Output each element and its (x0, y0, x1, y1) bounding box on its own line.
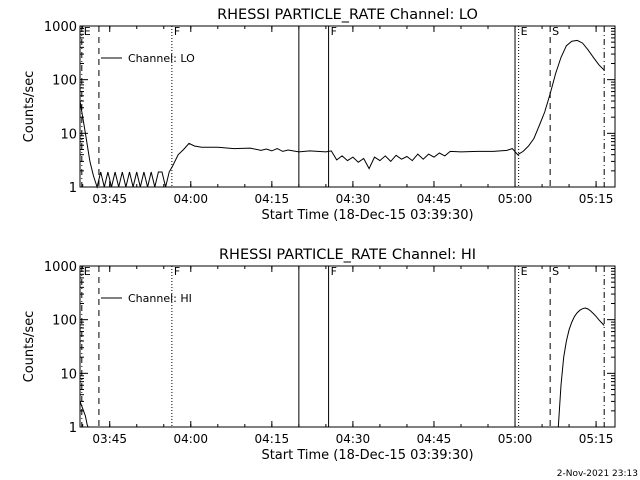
chart-0-marker-label: F (331, 25, 337, 38)
chart-1-x-tick-label: 04:00 (173, 432, 208, 446)
chart-1-y-axis-label: Counts/sec (22, 311, 37, 383)
chart-1-y-tick-label: 1 (69, 421, 77, 436)
chart-1-marker-label: E (84, 265, 91, 278)
chart-1-marker-label: F (174, 265, 180, 278)
chart-0-marker-label: S (552, 25, 559, 38)
chart-0-x-tick-label: 04:45 (417, 192, 452, 206)
chart-0-marker-label: E (84, 25, 91, 38)
chart-1-title: RHESSI PARTICLE_RATE Channel: HI (219, 247, 476, 263)
chart-1-x-tick-label: 04:45 (417, 432, 452, 446)
footer-timestamp: 2-Nov-2021 23:13 (557, 469, 638, 479)
chart-0-marker-label: E (521, 25, 528, 38)
chart-0-x-axis-label: Start Time (18-Dec-15 03:39:30) (261, 208, 473, 223)
chart-1-x-tick-label: 05:00 (498, 432, 533, 446)
chart-0-y-axis-label: Counts/sec (22, 71, 37, 143)
chart-0-y-tick-label: 100 (52, 74, 77, 89)
chart-1-x-tick-label: 04:30 (336, 432, 371, 446)
chart-1-x-tick-label: 03:45 (92, 432, 127, 446)
chart-1-y-tick-label: 100 (52, 314, 77, 329)
chart-0-marker-label: F (174, 25, 180, 38)
chart-1-marker-label: E (521, 265, 528, 278)
chart-0-legend-label: Channel: LO (128, 52, 195, 65)
chart-0-y-tick-label: 1000 (44, 20, 77, 35)
chart-0-series-line (79, 39, 605, 189)
chart-0-x-tick-label: 04:15 (255, 192, 290, 206)
chart-1-x-axis-label: Start Time (18-Dec-15 03:39:30) (261, 448, 473, 463)
chart-1-plot-frame (79, 265, 616, 428)
chart-1-y-tick-label: 1000 (44, 260, 77, 275)
chart-1-legend-label: Channel: HI (128, 292, 192, 305)
chart-0-y-tick-label: 1 (69, 181, 77, 196)
chart-0-x-tick-label: 03:45 (92, 192, 127, 206)
chart-1-x-tick-label: 05:15 (579, 432, 614, 446)
chart-1-marker-label: S (552, 265, 559, 278)
chart-1-x-tick-label: 04:15 (255, 432, 290, 446)
chart-0-x-tick-label: 05:00 (498, 192, 533, 206)
chart-0-x-tick-label: 04:30 (336, 192, 371, 206)
chart-1-marker-label: F (331, 265, 337, 278)
chart-1-series-line (557, 307, 605, 428)
chart-0-title: RHESSI PARTICLE_RATE Channel: LO (217, 7, 478, 23)
chart-0-x-tick-label: 04:00 (173, 192, 208, 206)
chart-1-series-line (79, 401, 89, 428)
chart-0-y-tick-label: 10 (60, 127, 77, 142)
chart-1-y-tick-label: 10 (60, 367, 77, 382)
chart-0-x-tick-label: 05:15 (579, 192, 614, 206)
chart-0-plot-frame (79, 25, 616, 188)
